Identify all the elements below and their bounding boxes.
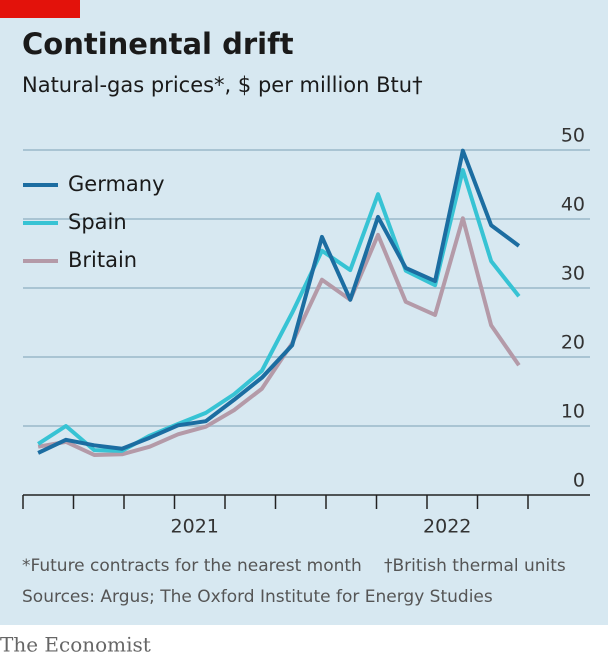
series-line: [37, 148, 521, 455]
legend-label: Germany: [68, 172, 165, 196]
background: [0, 0, 608, 625]
legend-label: Spain: [68, 210, 127, 234]
chart-title: Continental drift: [22, 27, 294, 61]
y-tick-label: 30: [561, 263, 585, 285]
chart-subtitle: Natural-gas prices*, $ per million Btu†: [22, 73, 423, 97]
y-tick-label: 20: [561, 332, 585, 354]
series-line: [37, 216, 521, 457]
brand: The Economist: [0, 633, 151, 657]
legend-label: Britain: [68, 248, 137, 272]
x-tick-label: 2021: [171, 516, 219, 538]
red-tag: [0, 0, 80, 18]
footnote: *Future contracts for the nearest month: [22, 556, 362, 576]
x-tick-label: 2022: [423, 516, 471, 538]
footnote: †British thermal units: [384, 556, 566, 576]
y-tick-label: 10: [561, 401, 585, 423]
y-tick-label: 40: [561, 194, 585, 216]
y-tick-label: 50: [561, 125, 585, 147]
source: Sources: Argus; The Oxford Institute for…: [22, 587, 493, 607]
y-tick-label: 0: [573, 470, 585, 492]
